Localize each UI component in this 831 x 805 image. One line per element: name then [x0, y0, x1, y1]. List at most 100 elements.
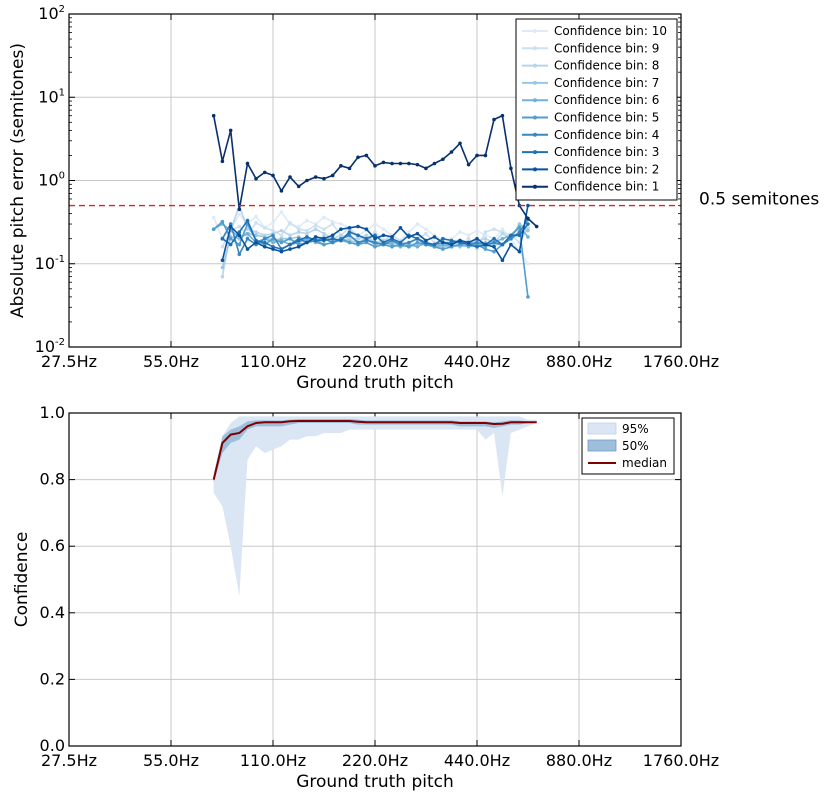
data-point	[245, 231, 250, 236]
data-point	[415, 244, 420, 249]
data-point	[322, 215, 326, 220]
band-95	[213, 416, 537, 597]
data-point	[254, 214, 258, 219]
data-point	[254, 240, 258, 245]
data-point	[254, 221, 258, 225]
data-point	[432, 161, 437, 166]
data-point	[288, 221, 292, 225]
data-point	[305, 228, 309, 233]
y-tick-label: 10-1	[35, 254, 65, 273]
data-point	[296, 230, 301, 234]
legend-label: median	[622, 456, 667, 470]
x-tick-label: 440.0Hz	[444, 751, 510, 770]
data-point	[432, 235, 437, 239]
data-point	[220, 159, 225, 164]
y-tick-label: 0.6	[40, 536, 65, 555]
x-tick-label: 110.0Hz	[240, 352, 306, 371]
y-tick-label: 0.8	[40, 470, 65, 489]
data-point	[398, 240, 403, 245]
data-point	[271, 221, 275, 225]
data-point	[330, 240, 335, 245]
legend-marker	[533, 115, 537, 120]
data-point	[237, 252, 242, 257]
data-point	[279, 249, 284, 254]
data-point	[347, 230, 352, 234]
data-point	[262, 244, 267, 249]
median-line	[212, 420, 537, 480]
data-point	[271, 247, 275, 251]
data-point	[356, 240, 360, 245]
y-tick-label: 10-2	[35, 337, 65, 356]
band-50	[213, 418, 537, 483]
x-tick-label: 55.0Hz	[143, 751, 199, 770]
y-tick-exponent: 2	[59, 4, 65, 15]
data-point	[449, 150, 454, 154]
data-point	[330, 236, 335, 241]
data-point	[305, 240, 309, 245]
data-point	[296, 227, 301, 232]
data-point	[339, 233, 343, 238]
data-point	[245, 161, 250, 166]
data-point	[500, 242, 505, 247]
data-point	[415, 222, 420, 226]
data-point	[526, 203, 530, 208]
plot-frame	[68, 13, 682, 348]
data-point	[449, 238, 454, 243]
data-point	[492, 117, 496, 122]
data-point	[305, 235, 309, 239]
data-point	[475, 153, 479, 158]
data-point	[534, 224, 539, 229]
y-tick-label: 0.0	[40, 736, 65, 755]
y-axis-label: Absolute pitch error (semitones)	[8, 43, 28, 318]
series-layer	[211, 113, 539, 299]
data-point	[415, 231, 420, 236]
data-point	[398, 161, 403, 166]
data-point	[313, 227, 318, 232]
legend-marker	[533, 132, 537, 137]
x-tick-label: 110.0Hz	[240, 751, 306, 770]
data-point	[526, 216, 530, 221]
data-point	[441, 157, 445, 162]
x-tick-label: 1760.0Hz	[643, 751, 719, 770]
data-point	[458, 238, 462, 243]
data-point	[330, 233, 335, 238]
x-tick-label: 220.0Hz	[342, 352, 408, 371]
y-tick-base: 10	[38, 4, 58, 23]
data-point	[279, 233, 284, 238]
data-point	[220, 265, 225, 270]
data-point	[347, 166, 352, 171]
data-point	[254, 233, 258, 238]
data-point	[492, 244, 496, 249]
data-point	[517, 222, 522, 226]
legend-swatch	[587, 422, 617, 435]
x-tick-label: 1760.0Hz	[643, 352, 719, 371]
data-point	[356, 233, 360, 238]
data-point	[398, 226, 403, 230]
y-tick-label: 102	[38, 4, 65, 23]
x-tick-label: 55.0Hz	[143, 352, 199, 371]
data-point	[458, 141, 462, 146]
data-point	[228, 128, 233, 133]
data-point	[313, 238, 318, 243]
y-tick-exponent: 0	[59, 171, 65, 182]
legend-label: Confidence bin: 7	[554, 76, 659, 90]
data-point	[517, 226, 522, 230]
data-point	[390, 161, 394, 166]
data-point	[441, 247, 445, 251]
data-point	[492, 240, 496, 245]
data-point	[483, 242, 488, 247]
data-point	[296, 184, 301, 189]
data-point	[500, 258, 505, 263]
x-tick-label: 440.0Hz	[444, 352, 510, 371]
data-point	[356, 155, 360, 160]
data-point	[500, 227, 505, 232]
data-point	[373, 222, 377, 226]
data-point	[330, 173, 335, 178]
data-point	[245, 218, 250, 223]
data-point	[364, 233, 369, 238]
data-point	[526, 222, 530, 226]
data-point	[288, 242, 292, 247]
y-axis-label: Confidence	[12, 532, 32, 628]
legend-marker	[533, 46, 537, 51]
data-point	[279, 247, 284, 251]
